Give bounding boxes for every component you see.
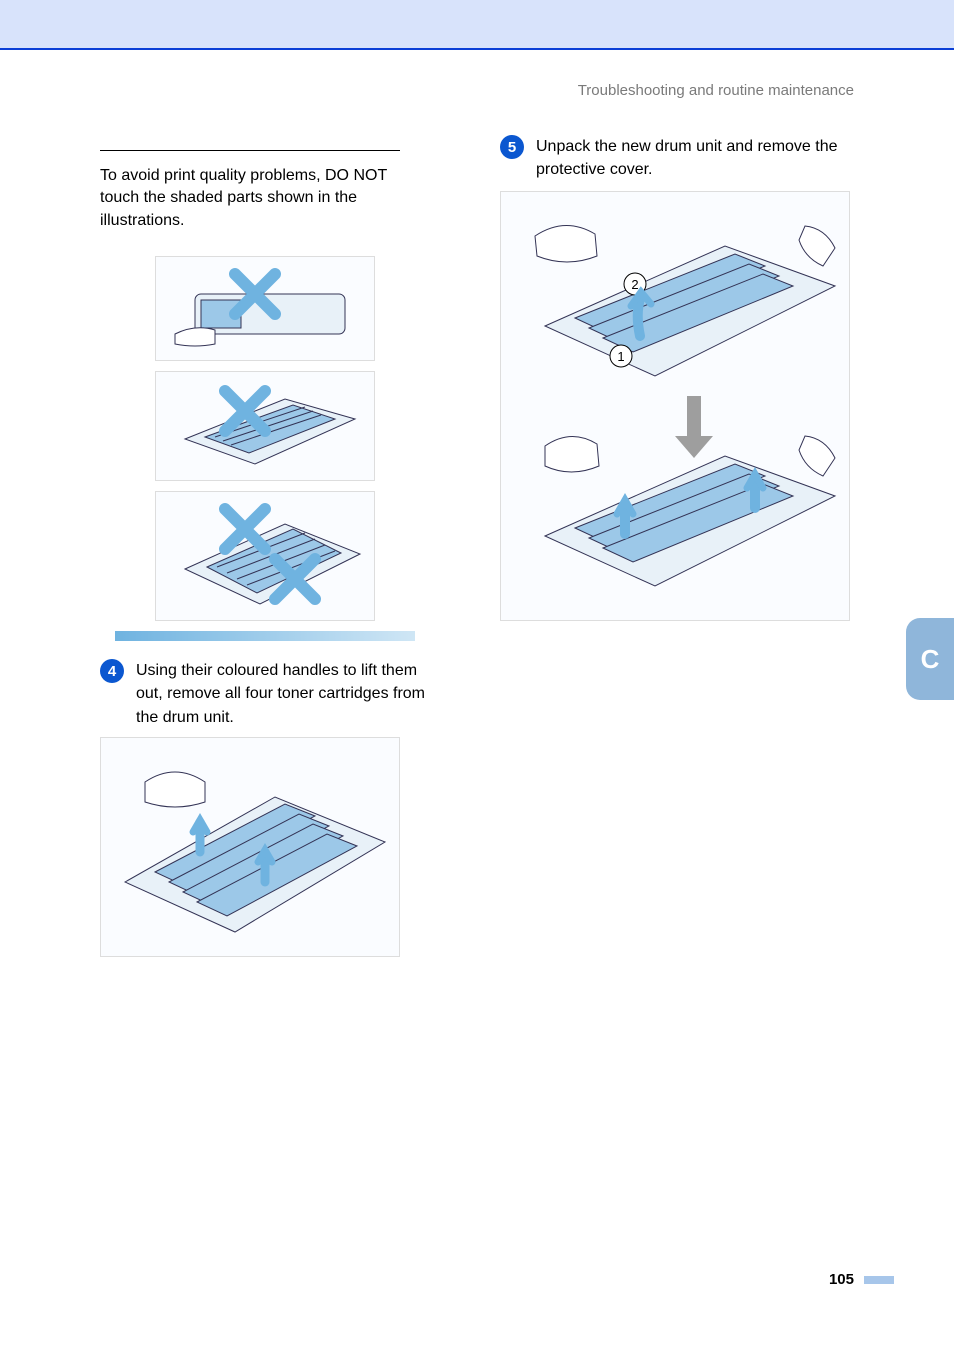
running-header: Troubleshooting and routine maintenance [578, 82, 854, 99]
section-tab: C [906, 618, 954, 700]
step-5: 5 Unpack the new drum unit and remove th… [500, 135, 860, 181]
step-4: 4 Using their coloured handles to lift t… [100, 659, 430, 729]
step-5-number: 5 [500, 135, 524, 159]
page-number-bar [864, 1276, 894, 1284]
illustration-do-not-touch-2 [155, 371, 375, 481]
illustration-remove-toners [100, 737, 400, 957]
illustration-do-not-touch-3 [155, 491, 375, 621]
page-number: 105 [829, 1271, 854, 1288]
step-4-text: Using their coloured handles to lift the… [136, 659, 430, 729]
note-rule [100, 150, 400, 151]
step-5-text: Unpack the new drum unit and remove the … [536, 135, 860, 181]
left-column: To avoid print quality problems, DO NOT … [100, 150, 430, 957]
top-band [0, 0, 954, 50]
callout-2-label: 2 [631, 277, 638, 292]
right-column: 5 Unpack the new drum unit and remove th… [500, 135, 860, 621]
accent-bar [115, 631, 415, 641]
step-4-number: 4 [100, 659, 124, 683]
callout-1-label: 1 [617, 349, 624, 364]
illustration-do-not-touch-1 [155, 256, 375, 361]
section-tab-label: C [921, 644, 940, 675]
illustration-unpack-drum: 2 1 [500, 191, 850, 621]
caution-note: To avoid print quality problems, DO NOT … [100, 165, 430, 232]
